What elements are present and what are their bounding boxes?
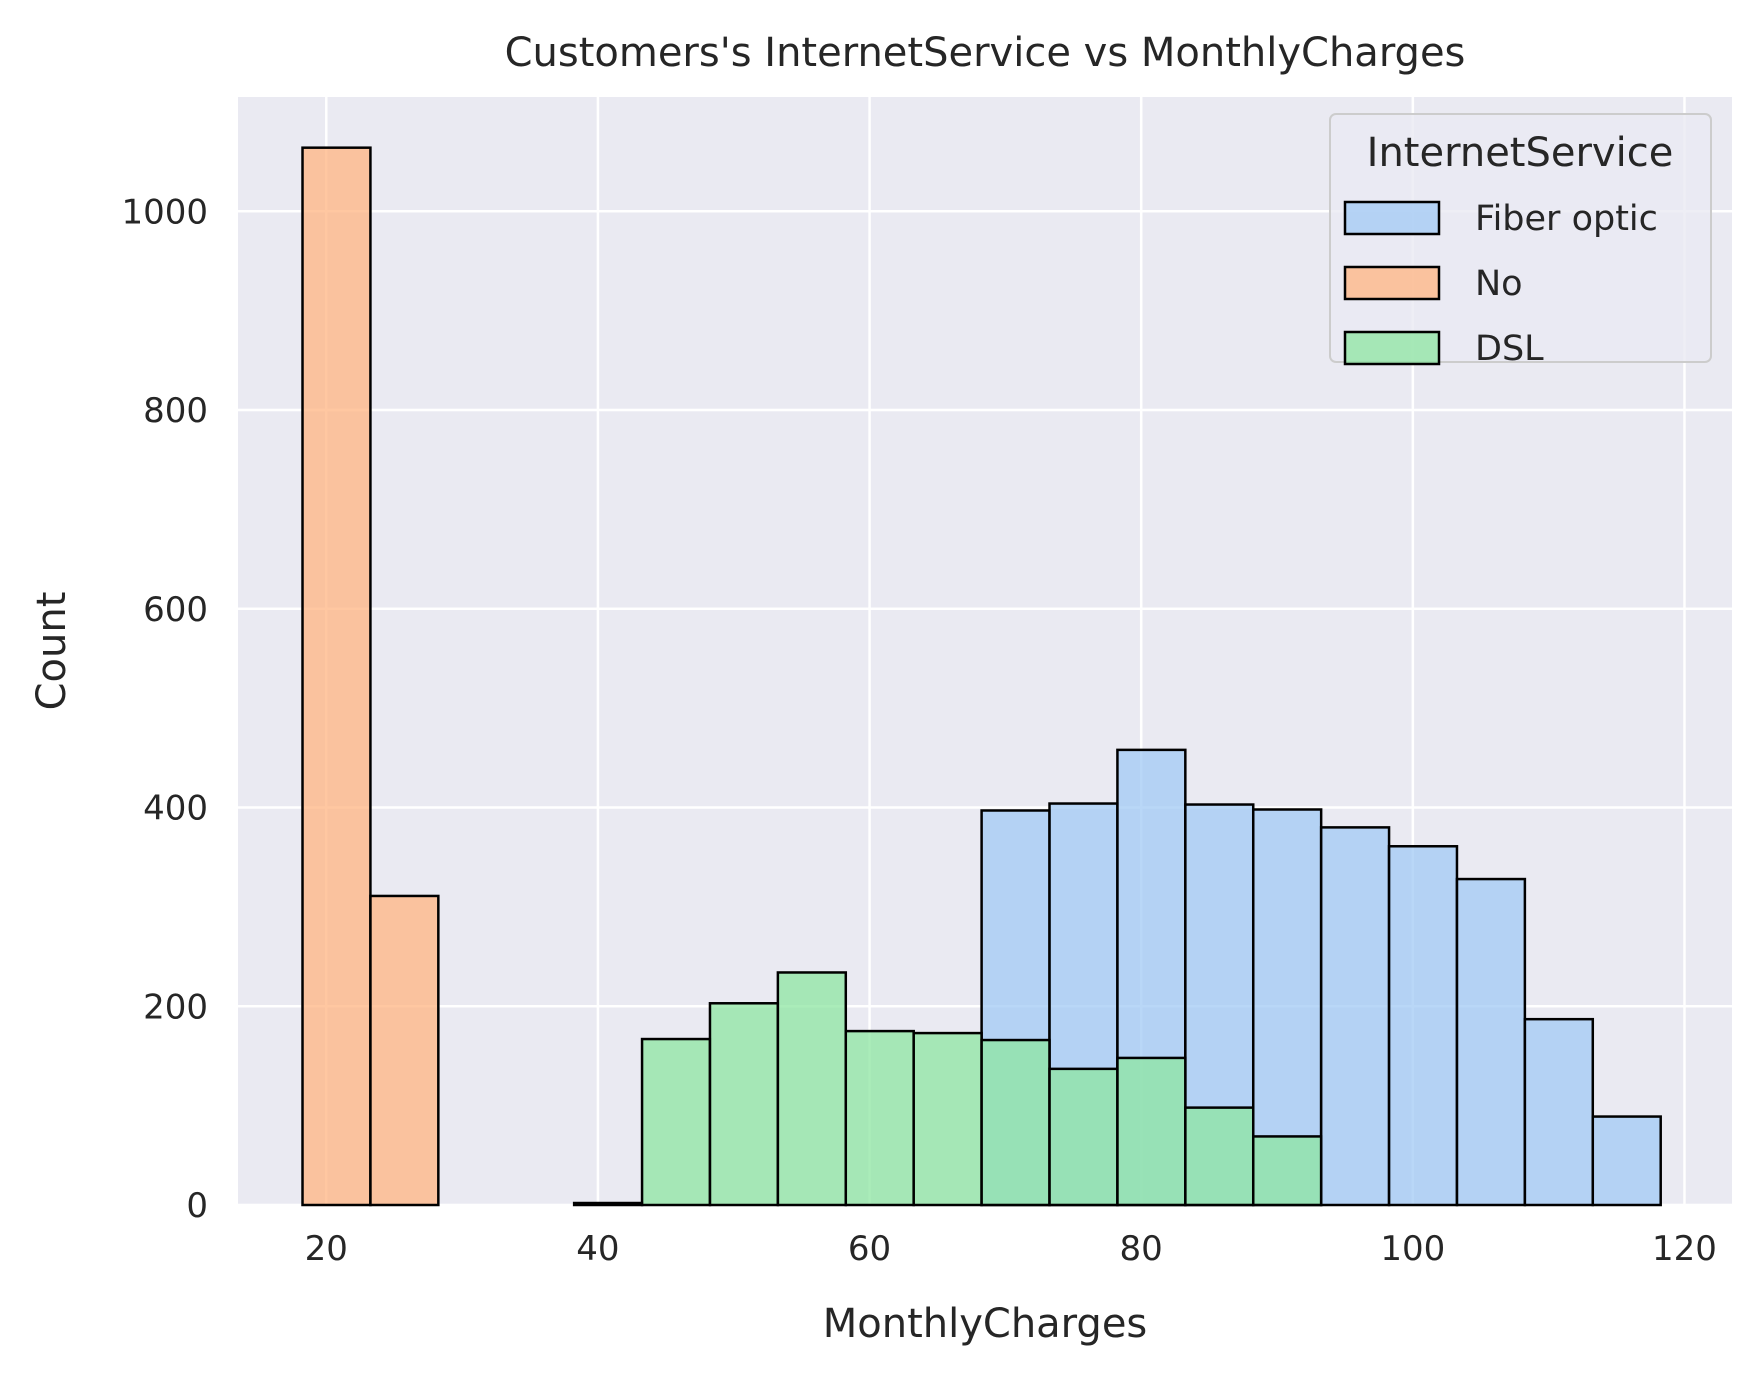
bar-fiber-optic xyxy=(1593,1117,1661,1205)
y-tick-label: 600 xyxy=(143,590,208,630)
y-tick-label: 200 xyxy=(143,987,208,1027)
bar-fiber-optic xyxy=(1321,827,1389,1205)
y-tick-label: 400 xyxy=(143,789,208,829)
bar-dsl xyxy=(710,1003,778,1205)
bar-no xyxy=(370,896,438,1205)
legend-label-fiber-optic: Fiber optic xyxy=(1475,199,1658,239)
bar-dsl xyxy=(982,1040,1050,1205)
bar-dsl xyxy=(778,972,846,1205)
y-axis-label: Count xyxy=(29,592,75,711)
y-tick-label: 800 xyxy=(143,391,208,431)
x-tick-label: 60 xyxy=(848,1229,891,1269)
legend-swatch-no xyxy=(1345,267,1439,299)
bar-dsl xyxy=(642,1039,710,1205)
bar-dsl xyxy=(1185,1108,1253,1205)
legend-swatch-fiber-optic xyxy=(1345,202,1439,234)
x-tick-label: 80 xyxy=(1120,1229,1163,1269)
chart-title: Customers's InternetService vs MonthlyCh… xyxy=(505,30,1466,76)
x-tick-label: 40 xyxy=(576,1229,619,1269)
y-tick-label: 1000 xyxy=(121,192,208,232)
bar-dsl xyxy=(914,1033,982,1205)
legend-label-dsl: DSL xyxy=(1475,329,1544,369)
x-tick-label: 100 xyxy=(1380,1229,1445,1269)
y-tick-label: 0 xyxy=(186,1186,208,1226)
bar-fiber-optic xyxy=(1525,1019,1593,1205)
x-tick-label: 20 xyxy=(305,1229,348,1269)
x-tick-label: 120 xyxy=(1652,1229,1717,1269)
legend-swatch-dsl xyxy=(1345,332,1439,364)
bar-no xyxy=(303,148,371,1205)
bar-dsl xyxy=(846,1031,914,1205)
legend: InternetService Fiber optic No DSL xyxy=(1330,114,1711,369)
bar-fiber-optic xyxy=(1389,846,1457,1205)
bar-dsl xyxy=(1050,1069,1118,1205)
bar-dsl xyxy=(1253,1136,1321,1205)
bar-dsl xyxy=(1117,1058,1185,1205)
y-tick-labels: 0 200 400 600 800 1000 xyxy=(121,192,208,1226)
legend-label-no: No xyxy=(1475,264,1523,304)
x-tick-labels: 20 40 60 80 100 120 xyxy=(305,1229,1717,1269)
bar-fiber-optic xyxy=(1457,879,1525,1205)
bar-dsl xyxy=(574,1203,642,1205)
legend-title: InternetService xyxy=(1367,130,1674,176)
x-axis-label: MonthlyCharges xyxy=(823,1301,1148,1347)
